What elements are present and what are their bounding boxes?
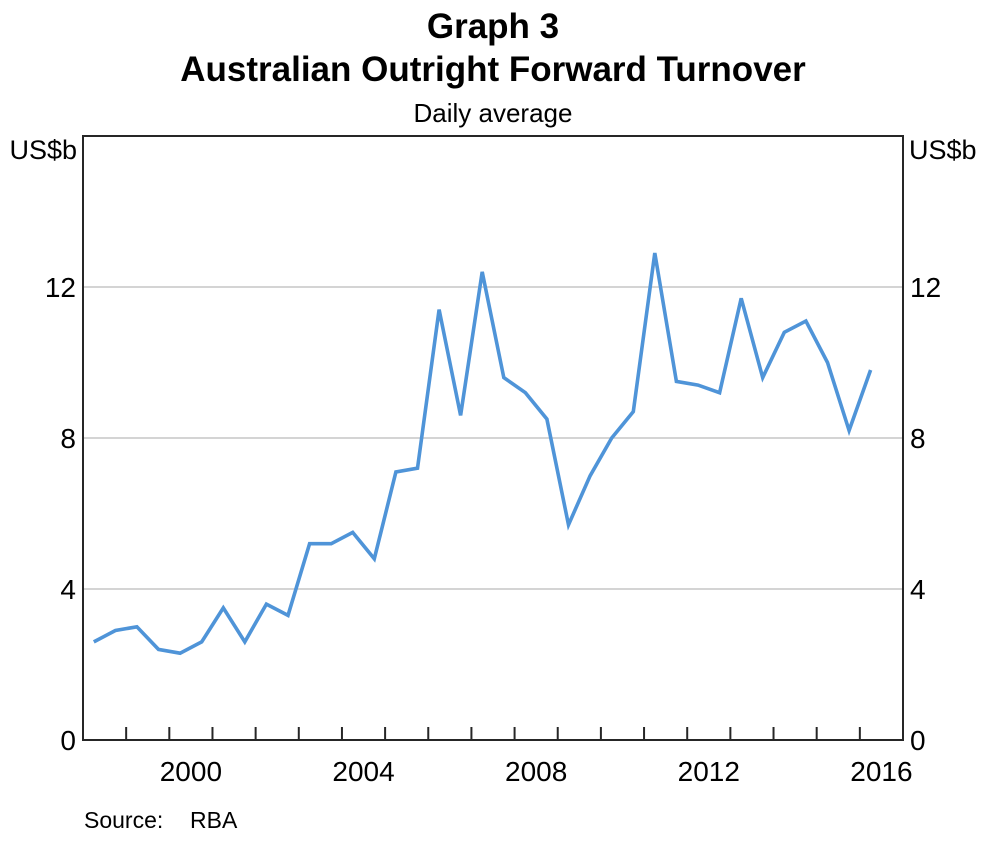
y-axis-label-left: 8	[60, 423, 76, 454]
chart-header: Graph 3 Australian Outright Forward Turn…	[180, 7, 806, 128]
x-axis-ticks	[125, 727, 861, 739]
y-axis-label-right: 8	[910, 423, 926, 454]
chart-title: Australian Outright Forward Turnover	[180, 50, 806, 89]
unit-label-left: US$b	[9, 135, 77, 165]
x-axis-labels: 2000 2004 2008 2012 2016	[160, 756, 913, 787]
chart-footer: Source: RBA	[84, 807, 238, 833]
y-axis-label-right: 12	[910, 272, 941, 303]
plot-frame	[82, 135, 904, 741]
x-axis-label: 2008	[505, 756, 567, 787]
source-value: RBA	[190, 807, 238, 833]
x-axis-label: 2000	[160, 756, 222, 787]
x-axis-label: 2016	[850, 756, 912, 787]
y-axis-label-left: 12	[45, 272, 76, 303]
y-axis-label-left: 4	[60, 574, 76, 605]
y-axis-labels-right: 0 4 8 12	[910, 272, 941, 756]
x-axis-label: 2004	[332, 756, 394, 787]
chart-subtitle: Daily average	[414, 98, 573, 128]
graph-number: Graph 3	[427, 7, 559, 46]
source-label: Source:	[84, 807, 163, 833]
y-axis-label-right: 4	[910, 574, 926, 605]
unit-label-right: US$b	[909, 135, 977, 165]
gridlines	[84, 286, 902, 590]
x-axis-label: 2012	[678, 756, 740, 787]
y-axis-labels-left: 0 4 8 12	[45, 272, 76, 756]
series-line-0	[92, 252, 873, 656]
y-axis-label-right: 0	[910, 725, 926, 756]
y-axis-label-left: 0	[60, 725, 76, 756]
plot-area	[82, 135, 904, 741]
series-lines	[92, 252, 873, 656]
